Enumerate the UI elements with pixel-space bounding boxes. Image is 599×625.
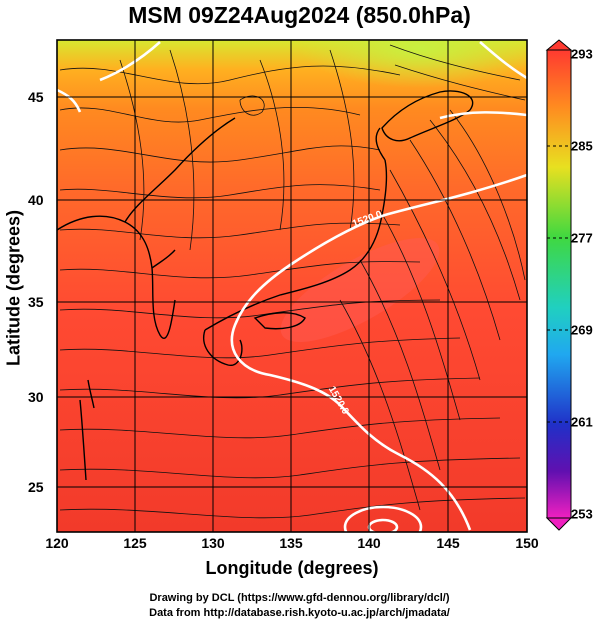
- x-tick-label: 135: [279, 535, 303, 551]
- colorbar-tick-label: 269: [571, 322, 593, 338]
- colorbar: [545, 39, 573, 531]
- x-tick-label: 145: [436, 535, 460, 551]
- colorbar-tick-label: 285: [571, 138, 593, 154]
- coastlines: [57, 90, 474, 481]
- map-title: MSM 09Z24Aug2024 (850.0hPa): [128, 2, 471, 28]
- height-contours: [57, 41, 527, 532]
- y-axis-label: Latitude (degrees): [3, 209, 24, 367]
- y-tick-label: 30: [28, 389, 44, 405]
- credit-data: Data from http://database.rish.kyoto-u.a…: [149, 607, 450, 619]
- x-tick-label: 140: [357, 535, 381, 551]
- y-tick-label: 40: [28, 192, 44, 208]
- x-axis-label: Longitude (degrees): [205, 558, 379, 578]
- colorbar-tick-label: 293: [571, 46, 593, 62]
- x-tick-label: 125: [123, 535, 147, 551]
- x-tick-label: 150: [515, 535, 539, 551]
- y-tick-label: 25: [28, 479, 44, 495]
- colorbar-tick-label: 277: [571, 230, 593, 246]
- streamlines: [59, 44, 526, 519]
- colorbar-tick-label: 261: [571, 414, 593, 430]
- colorbar-tick-label: 253: [571, 506, 593, 522]
- x-tick-label: 120: [45, 535, 69, 551]
- x-tick-label: 130: [201, 535, 225, 551]
- plot-frame: [56, 39, 528, 533]
- y-tick-label: 35: [28, 294, 44, 310]
- map-grid: [57, 40, 527, 532]
- y-tick-label: 45: [28, 89, 44, 105]
- credit-drawing: Drawing by DCL (https://www.gfd-dennou.o…: [149, 592, 450, 604]
